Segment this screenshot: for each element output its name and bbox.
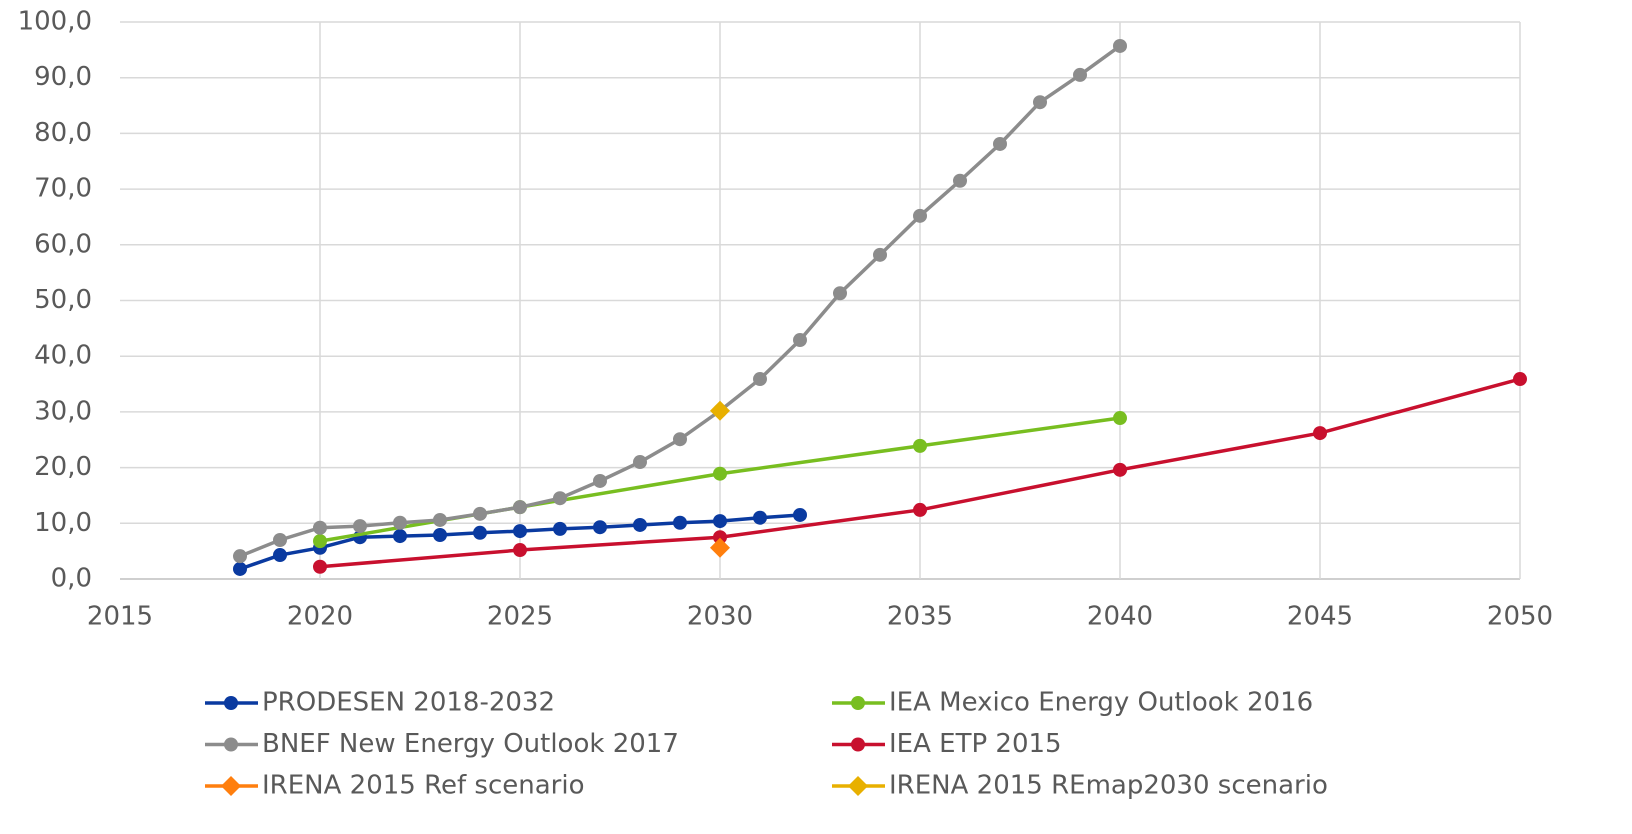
- data-point: [633, 517, 647, 532]
- y-tick-label: 50,0: [34, 285, 92, 315]
- data-point: [233, 561, 247, 576]
- x-tick-label: 2015: [87, 602, 153, 632]
- data-point: [913, 208, 927, 223]
- x-tick-label: 2040: [1087, 602, 1153, 632]
- data-point: [553, 521, 567, 536]
- data-point: [793, 333, 807, 348]
- data-point: [313, 559, 327, 574]
- data-point: [593, 473, 607, 488]
- data-point: [633, 455, 647, 470]
- y-tick-label: 40,0: [34, 341, 92, 371]
- data-point: [713, 530, 727, 545]
- legend-marker: [851, 737, 865, 752]
- data-point: [1113, 38, 1127, 53]
- x-tick-label: 2020: [287, 602, 353, 632]
- x-tick-label: 2035: [887, 602, 953, 632]
- legend-label: BNEF New Energy Outlook 2017: [262, 729, 679, 759]
- data-point: [913, 438, 927, 453]
- data-point: [553, 491, 567, 506]
- legend-label: IRENA 2015 REmap2030 scenario: [889, 771, 1328, 801]
- data-point: [710, 400, 730, 421]
- legend-marker: [848, 776, 868, 796]
- legend-label: IEA Mexico Energy Outlook 2016: [889, 688, 1313, 718]
- data-point: [273, 533, 287, 548]
- data-point: [393, 529, 407, 544]
- legend-label: IEA ETP 2015: [889, 729, 1062, 759]
- data-point: [593, 520, 607, 535]
- data-point: [433, 512, 447, 527]
- data-point: [713, 514, 727, 529]
- data-point: [273, 548, 287, 563]
- data-point: [473, 525, 487, 540]
- data-point: [1113, 411, 1127, 426]
- legend-marker: [221, 776, 241, 796]
- x-tick-label: 2045: [1287, 602, 1353, 632]
- data-point: [953, 173, 967, 188]
- data-point: [513, 524, 527, 539]
- data-point: [753, 510, 767, 525]
- data-point: [1113, 462, 1127, 477]
- y-tick-label: 100,0: [18, 7, 92, 37]
- x-tick-label: 2030: [687, 602, 753, 632]
- data-point: [873, 247, 887, 262]
- x-tick-label: 2050: [1487, 602, 1553, 632]
- data-point: [513, 500, 527, 515]
- data-point: [433, 527, 447, 542]
- data-point: [313, 520, 327, 535]
- data-point: [1313, 426, 1327, 441]
- y-tick-label: 60,0: [34, 229, 92, 259]
- data-point: [673, 432, 687, 447]
- legend-marker: [224, 737, 238, 752]
- data-point: [1033, 95, 1047, 110]
- x-tick-label: 2025: [487, 602, 553, 632]
- y-tick-label: 90,0: [34, 62, 92, 92]
- data-point: [913, 502, 927, 517]
- legend-marker: [851, 696, 865, 710]
- data-point: [993, 136, 1007, 151]
- data-point: [710, 537, 730, 558]
- y-tick-label: 10,0: [34, 508, 92, 538]
- data-point: [353, 519, 367, 534]
- legend-label: IRENA 2015 Ref scenario: [262, 771, 584, 801]
- data-point: [713, 466, 727, 481]
- legend-label: PRODESEN 2018-2032: [262, 688, 555, 718]
- y-tick-label: 20,0: [34, 452, 92, 482]
- data-point: [313, 534, 327, 549]
- data-point: [1073, 67, 1087, 82]
- data-point: [233, 549, 247, 564]
- y-tick-label: 0,0: [51, 564, 92, 594]
- data-point: [513, 543, 527, 558]
- data-point: [1513, 372, 1527, 387]
- data-point: [793, 507, 807, 522]
- y-tick-label: 80,0: [34, 118, 92, 148]
- data-point: [673, 515, 687, 530]
- data-point: [833, 286, 847, 301]
- y-tick-label: 70,0: [34, 174, 92, 204]
- data-point: [753, 372, 767, 387]
- data-point: [393, 515, 407, 530]
- data-point: [473, 506, 487, 521]
- y-tick-label: 30,0: [34, 396, 92, 426]
- legend-marker: [224, 696, 238, 710]
